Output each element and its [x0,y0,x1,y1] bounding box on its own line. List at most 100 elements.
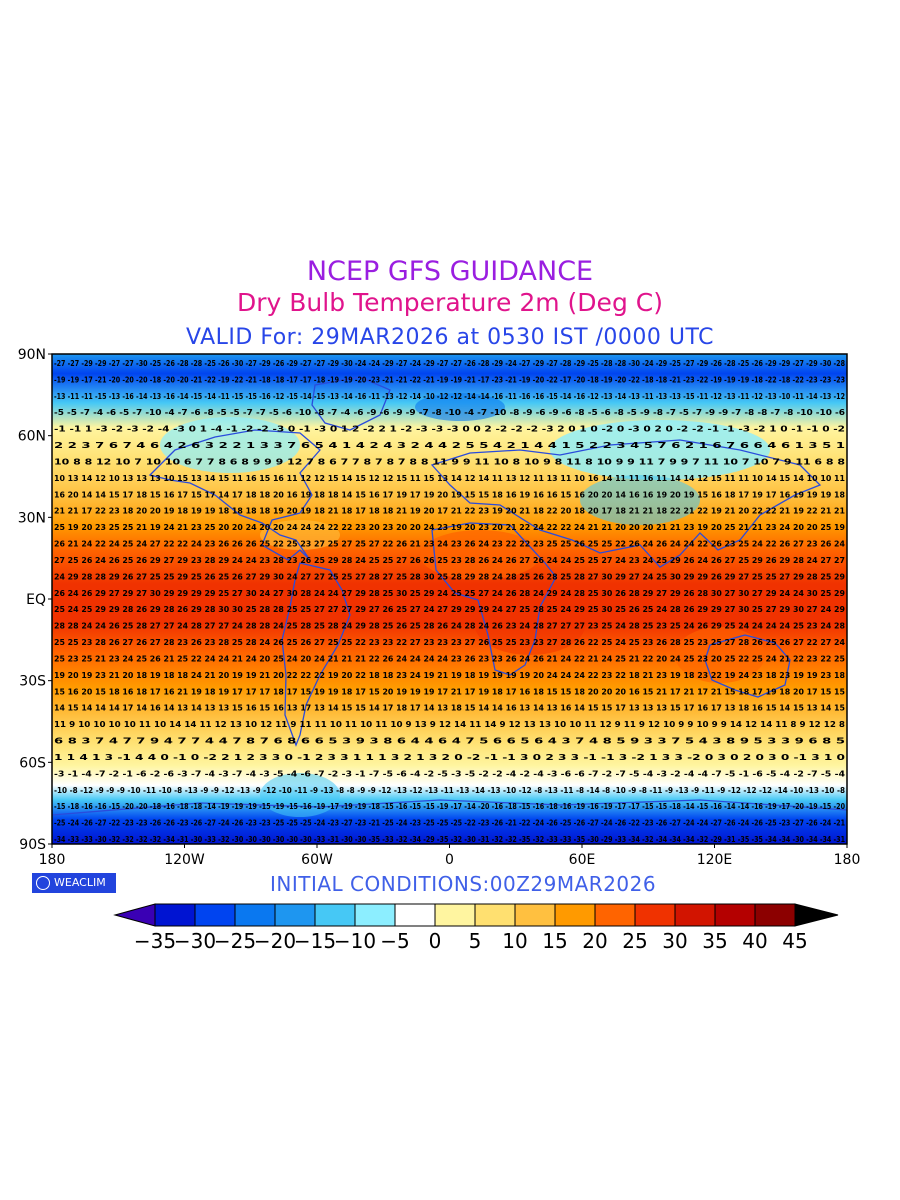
colorbar-swatch [194,903,236,927]
colorbar-swatch [754,903,796,927]
station-value-row: 19 20 19 23 21 20 18 19 18 18 24 21 20 1… [54,671,845,680]
lat-label: 60S [19,755,46,771]
colorbar-label: −5 [380,929,409,953]
colorbar-swatch [714,903,756,927]
lon-label: 120W [164,852,205,868]
colorbar-min-arrow [113,903,156,927]
station-value-row: -1 -1 1 -3 -2 -3 -2 -4 -3 0 1 -4 -1 -2 -… [54,425,845,434]
colorbar-label: −25 [214,929,256,953]
station-value-row: 16 20 14 14 15 17 18 15 16 17 15 17 14 1… [54,490,845,499]
logo-text: WEACLIM [54,876,106,889]
lon-label: 0 [445,852,454,868]
map-canvas: -27 -27 -29 -29 -27 -27 -30 -25 -26 -28 … [18,347,861,868]
colorbar-label: 40 [742,929,767,953]
colorbar-label: 45 [782,929,807,953]
map-title: NCEP GFS GUIDANCE [306,256,594,287]
station-value-row: 11 9 10 10 10 10 11 10 14 14 11 12 13 10… [54,720,845,729]
colorbar-swatch [474,903,516,927]
station-value-row: 27 25 26 24 26 25 26 29 27 29 23 28 29 2… [54,556,845,565]
colorbar-swatch [314,903,356,927]
south-america-coast [281,562,351,747]
lat-label: 90N [18,347,46,363]
coastlines [52,376,847,816]
weaclim-logo: WEACLIM [32,873,116,893]
latitude-labels: 90N 60N 30N EQ 30S 60S 90S [18,347,52,853]
station-value-row: 25 19 20 23 25 25 21 19 24 21 23 25 20 2… [54,523,845,532]
station-value-row: -25 -24 -26 -27 -22 -23 -23 -26 -26 -23 … [54,819,845,828]
station-value-row: 25 25 23 28 26 27 26 27 28 23 26 23 28 2… [54,638,845,647]
logo-icon [36,876,50,890]
colorbar-label: 5 [469,929,482,953]
station-value-row: 25 23 25 21 23 24 25 26 21 25 22 24 24 2… [54,654,845,663]
station-value-row: -3 -1 -4 -7 -2 -1 -6 -2 -6 -3 -7 -4 -3 -… [54,769,845,778]
station-value-row: 28 28 24 24 26 25 28 27 27 24 28 27 27 2… [54,622,845,631]
colorbar-swatch [354,903,396,927]
station-value-row: -27 -27 -29 -29 -27 -27 -30 -25 -26 -28 … [54,359,845,368]
colorbar-label: −20 [254,929,296,953]
station-value-row: -34 -33 -33 -30 -32 -32 -32 -32 -34 -31 … [54,835,845,844]
colorbar-swatch [674,903,716,927]
station-value-row: 21 21 17 22 23 18 20 20 19 18 19 19 18 1… [54,507,845,516]
lat-label: 60N [18,429,46,445]
regional-anomalies [160,393,770,817]
colorbar-label: 15 [542,929,567,953]
station-value-row: 25 24 25 29 29 28 26 29 28 26 29 28 30 3… [54,605,845,614]
temperature-map: -27 -27 -29 -29 -27 -27 -30 -25 -26 -28 … [0,345,900,905]
station-value-row: 2 2 3 7 6 7 4 6 4 2 6 3 2 2 1 3 3 7 6 5 … [54,441,845,450]
colorbar-swatch [394,903,436,927]
colorbar-swatch [274,903,316,927]
station-value-row: 10 13 14 12 10 13 13 13 10 15 13 14 15 1… [54,474,845,483]
station-value-row: 26 21 24 22 24 25 24 27 22 22 24 23 26 2… [54,540,845,549]
lon-label: 120E [697,852,733,868]
lat-label: 90S [19,837,46,853]
valid-time: VALID For: 29MAR2026 at 0530 IST /0000 U… [185,325,715,350]
antarctica-coast [52,799,847,816]
station-value-row: 6 8 3 7 4 7 7 9 4 7 7 4 4 7 8 7 6 8 6 6 … [54,737,845,746]
colorbar-label: 35 [702,929,727,953]
colorbar-label: 25 [622,929,647,953]
map-subtitle: Dry Bulb Temperature 2m (Deg C) [237,288,663,317]
station-value-row: 15 16 20 15 18 16 18 17 16 21 19 18 19 1… [54,687,845,696]
colorbar-label: −10 [334,929,376,953]
station-value-row: 24 29 28 28 29 26 27 25 25 29 25 26 25 2… [54,572,845,581]
lat-label: 30S [19,674,46,690]
colorbar: −35 −30 −25 −20 −15 −10 −5 0 5 10 15 20 25 30 35 40 45 [0,900,900,960]
colorbar-label: −35 [134,929,176,953]
colorbar-label: 30 [662,929,687,953]
colorbar-canvas: −35−30−25−20−15−10 −5 0 5 10 15 20 25 30 35 40 45 [113,903,839,953]
lon-label: 180 [39,852,66,868]
station-values: -27 -27 -29 -29 -27 -27 -30 -25 -26 -28 … [54,359,845,844]
station-value-row: -15 -18 -16 -16 -15 -20 -20 -18 -16 -18 … [54,802,845,811]
colorbar-swatch [634,903,676,927]
station-value-row: -19 -19 -17 -21 -20 -20 -20 -18 -20 -20 … [54,375,845,384]
longitude-labels: 180 120W 60W 0 60E 120E 180 [39,844,861,868]
colorbar-swatch [234,903,276,927]
colorbar-label: 0 [429,929,442,953]
north-america-coast [148,429,321,561]
colorbar-swatch [154,903,196,927]
greenland-coast [311,376,391,431]
eurasia-coast [430,439,822,568]
colorbar-swatch [514,903,556,927]
station-value-row: -10 -8 -12 -9 -9 -9 -10 -11 -10 -8 -13 -… [54,786,845,795]
lon-label: 60W [301,852,333,868]
lat-label: 30N [18,510,46,526]
station-value-row: -13 -11 -11 -15 -13 -16 -14 -13 -16 -14 … [54,392,845,401]
colorbar-label: −15 [294,929,336,953]
station-value-row: 14 15 14 14 14 17 14 16 14 13 14 13 13 1… [54,704,845,713]
colorbar-max-arrow [794,903,839,927]
station-value-row: 10 8 8 12 10 7 10 10 6 7 7 8 6 8 9 9 9 1… [54,457,845,466]
lat-label: EQ [26,592,46,608]
africa-coast [431,522,557,676]
colorbar-label: 20 [582,929,607,953]
australia-coast [704,634,791,698]
colorbar-swatch [554,903,596,927]
initial-conditions: INITIAL CONDITIONS:00Z29MAR2026 [270,872,657,896]
colorbar-label: 10 [502,929,527,953]
colorbar-swatch [594,903,636,927]
station-value-row: -5 -5 -7 -4 -6 -5 -7 -10 -4 -7 -6 -8 -5 … [54,408,845,417]
lon-label: 180 [834,852,861,868]
station-value-row: 26 24 26 29 27 29 27 30 29 29 29 29 25 2… [54,589,845,598]
lon-label: 60E [569,852,596,868]
colorbar-swatch [434,903,476,927]
